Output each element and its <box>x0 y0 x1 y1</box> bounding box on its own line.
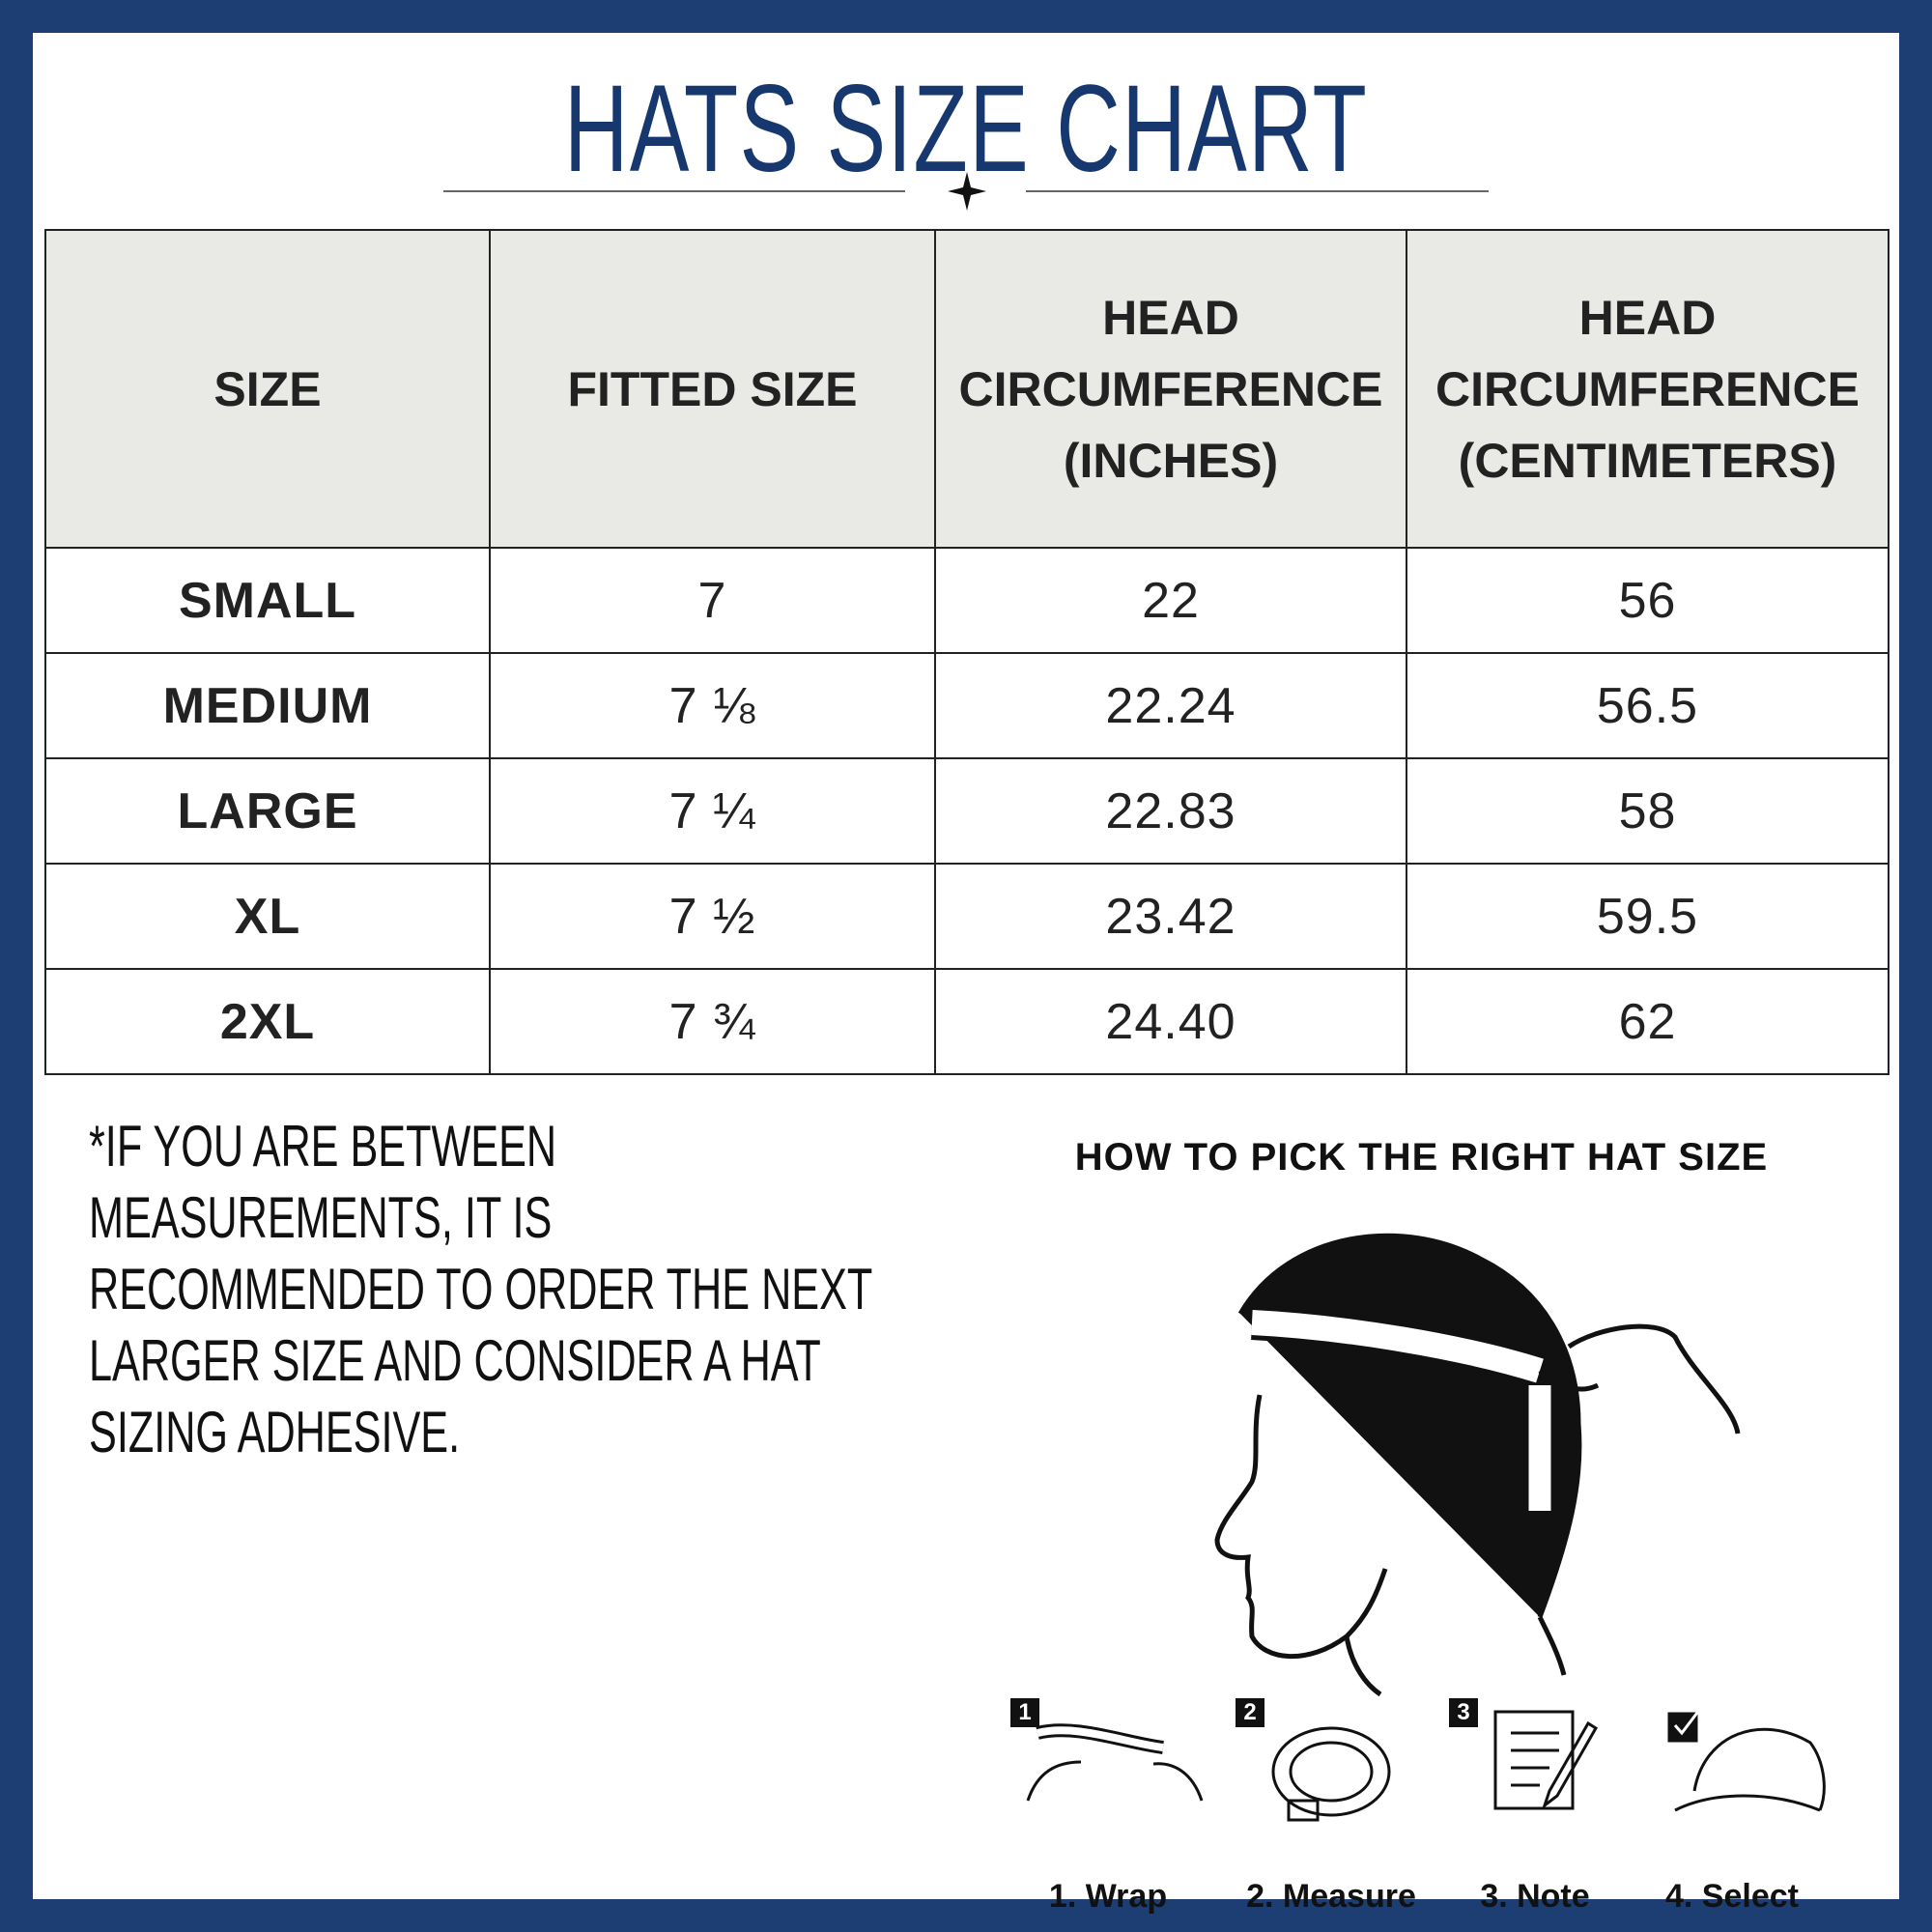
step-icon <box>1493 1710 1599 1810</box>
table-body: SMALL 7 22 56 MEDIUM 7 ⅛ 22.24 56.5 LARGE 7 ¼ 22.8… <box>44 547 1889 1075</box>
table-cell: 24.40 <box>934 968 1407 1075</box>
table-cell: 7 ⅛ <box>489 652 936 759</box>
head-illustration <box>1214 1233 1741 1697</box>
table-cell: 58 <box>1406 757 1889 865</box>
step-label: 3. Note <box>1480 1878 1590 1915</box>
page-title: HATS SIZE CHART <box>563 60 1369 198</box>
table-cell: 56.5 <box>1406 652 1889 759</box>
step-icon <box>1026 1723 1204 1802</box>
table-cell: 59.5 <box>1406 863 1889 970</box>
table-cell: 56 <box>1406 547 1889 654</box>
step-number: 1 <box>1010 1698 1039 1727</box>
header-cell: HEAD CIRCUMFERENCE (CENTIMETERS) <box>1406 229 1889 549</box>
step-label: 4. Select <box>1665 1878 1799 1915</box>
guide-title: HOW TO PICK THE RIGHT HAT SIZE <box>1074 1136 1769 1179</box>
table-cell: 62 <box>1406 968 1889 1075</box>
sizing-note: *IF YOU ARE BETWEEN MEASUREMENTS, IT IS … <box>89 1114 872 1464</box>
header-text: FITTED SIZE <box>567 361 858 416</box>
table-row: XL 7 ½ 23.42 59.5 <box>44 863 1889 970</box>
table-cell: 7 ¾ <box>489 968 936 1075</box>
size-table: SIZE FITTED SIZE HEAD CIRCUMFERENCE (INCHES)… <box>44 229 1889 1075</box>
header-text: CIRCUMFERENCE <box>958 361 1383 416</box>
step-label: 1. Wrap <box>1048 1878 1168 1915</box>
table-cell: XL <box>44 863 491 970</box>
step-icon <box>1667 1708 1826 1812</box>
table-cell: 23.42 <box>934 863 1407 970</box>
step-number: 3 <box>1449 1698 1478 1727</box>
header-cell: FITTED SIZE <box>489 229 936 549</box>
table-cell: 22.83 <box>934 757 1407 865</box>
step-label: 2. Measure <box>1246 1878 1416 1915</box>
header-text: (CENTIMETERS) <box>1458 433 1837 488</box>
table-cell: LARGE <box>44 757 491 865</box>
table-cell: 22 <box>934 547 1407 654</box>
table-cell: 7 ½ <box>489 863 936 970</box>
table-header-row: SIZE FITTED SIZE HEAD CIRCUMFERENCE (INCHES)… <box>44 229 1889 549</box>
table-cell: 22.24 <box>934 652 1407 759</box>
table-cell: 7 ¼ <box>489 757 936 865</box>
table-cell: MEDIUM <box>44 652 491 759</box>
table-cell: 7 <box>489 547 936 654</box>
header-cell: HEAD CIRCUMFERENCE (INCHES) <box>934 229 1407 549</box>
step-icon <box>1271 1726 1391 1822</box>
table-row: SMALL 7 22 56 <box>44 547 1889 654</box>
table-row: MEDIUM 7 ⅛ 22.24 56.5 <box>44 652 1889 759</box>
table-row: 2XL 7 ¾ 24.40 62 <box>44 968 1889 1075</box>
header-text: (INCHES) <box>1063 433 1279 488</box>
header-cell: SIZE <box>44 229 491 549</box>
table-cell: SMALL <box>44 547 491 654</box>
header-text: HEAD <box>1102 290 1239 345</box>
sheet: HATS SIZE CHART SIZE FITTED SIZE HEAD CIRCU… <box>33 33 1899 1915</box>
step-number: 2 <box>1236 1698 1264 1727</box>
header-text: SIZE <box>213 361 322 416</box>
decoration <box>443 172 1826 1822</box>
header-text: HEAD <box>1578 290 1717 345</box>
divider-star <box>948 172 986 211</box>
header-text: CIRCUMFERENCE <box>1435 361 1860 416</box>
table-cell: 2XL <box>44 968 491 1075</box>
table-row: LARGE 7 ¼ 22.83 58 <box>44 757 1889 865</box>
